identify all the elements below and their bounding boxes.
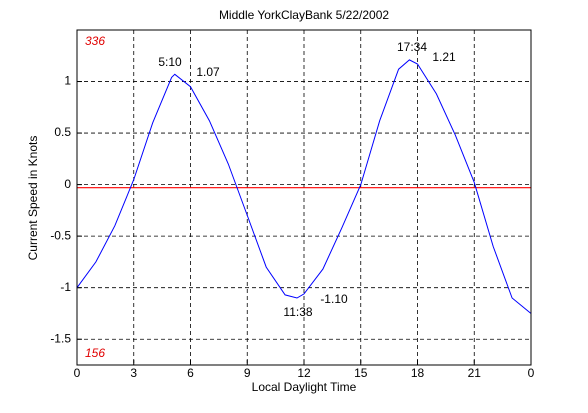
y-tick-label: -0.5 — [50, 228, 71, 242]
y-tick-label: 0 — [64, 177, 71, 191]
annotation: 156 — [85, 346, 105, 360]
chart-title: Middle YorkClayBank 5/22/2002 — [219, 8, 389, 22]
annotation: 1.21 — [432, 50, 456, 64]
x-tick-label: 0 — [74, 366, 81, 380]
x-tick-label: 9 — [244, 366, 251, 380]
y-tick-label: 0.5 — [54, 125, 71, 139]
annotation: 17:34 — [397, 40, 427, 54]
y-tick-label: -1 — [60, 280, 71, 294]
annotation: 336 — [85, 34, 105, 48]
annotation: 11:38 — [283, 305, 312, 319]
x-tick-label: 6 — [187, 366, 194, 380]
y-tick-label: -1.5 — [50, 331, 71, 345]
annotation: 5:10 — [158, 55, 182, 69]
plot-frame — [76, 29, 532, 366]
x-axis-label: Local Daylight Time — [252, 380, 357, 394]
x-tick-label: 18 — [411, 366, 425, 380]
y-tick-label: 1 — [64, 74, 71, 88]
x-tick-label: 0 — [528, 366, 535, 380]
x-tick-label: 21 — [468, 366, 482, 380]
x-tick-label: 3 — [130, 366, 137, 380]
annotation: 1.07 — [196, 65, 220, 79]
x-tick-label: 12 — [297, 366, 311, 380]
y-axis-label: Current Speed in Knots — [26, 136, 40, 261]
data-line — [76, 59, 532, 314]
annotation: -1.10 — [320, 292, 348, 306]
x-tick-label: 15 — [354, 366, 368, 380]
